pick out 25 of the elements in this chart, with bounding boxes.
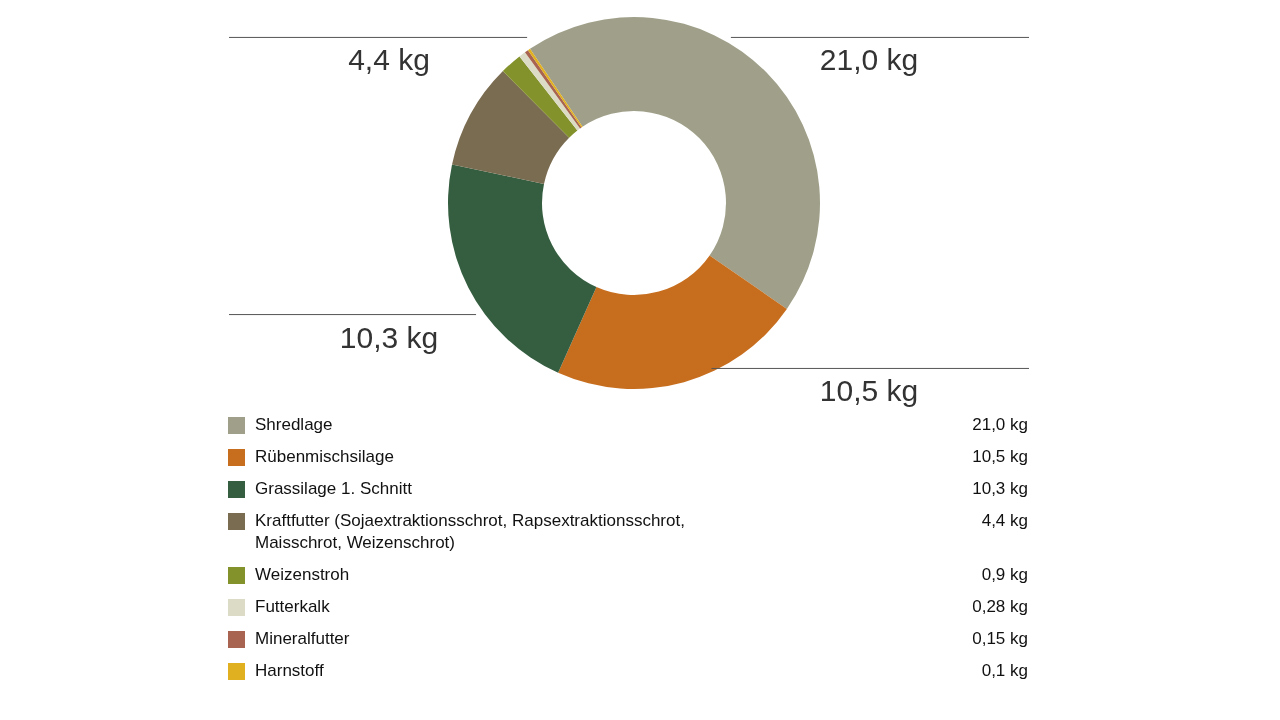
legend-label: Shredlage (255, 414, 334, 436)
data-label: 21,0 kg (819, 43, 919, 77)
text: 21,0 kg (972, 415, 1028, 434)
data-label: 10,3 kg (339, 320, 439, 354)
legend-label: Rübenmischsilage (255, 446, 395, 468)
data-label: 10,5 kg (819, 374, 919, 408)
data-label: 0,9 kg (980, 564, 1028, 586)
donut-slice (558, 255, 787, 389)
text: 10,5 kg (972, 447, 1028, 466)
legend-label: Futterkalk (255, 596, 331, 618)
legend-label: Harnstoff (255, 660, 325, 682)
legend-label: Weizenstroh (255, 564, 351, 586)
data-label: 0,28 kg (971, 596, 1028, 618)
data-label: 0,15 kg (971, 628, 1028, 650)
donut-slice (529, 17, 820, 309)
donut-slice (452, 71, 570, 184)
legend-label: Kraftfutter (Sojaextraktionsschrot, Rapsextraktionsschrot, Maisschrot, Weizenschrot) (255, 510, 686, 554)
text: 10,3 kg (972, 479, 1028, 498)
data-label: 0,1 kg (980, 660, 1028, 682)
data-label: 4,4 kg (348, 43, 430, 77)
donut-slice (502, 56, 578, 138)
legend-label: Mineralfutter (255, 628, 351, 650)
legend-label: Grassilage 1. Schnitt (255, 478, 413, 500)
donut-slice (448, 164, 597, 373)
text: 4,4 kg (981, 511, 1028, 530)
